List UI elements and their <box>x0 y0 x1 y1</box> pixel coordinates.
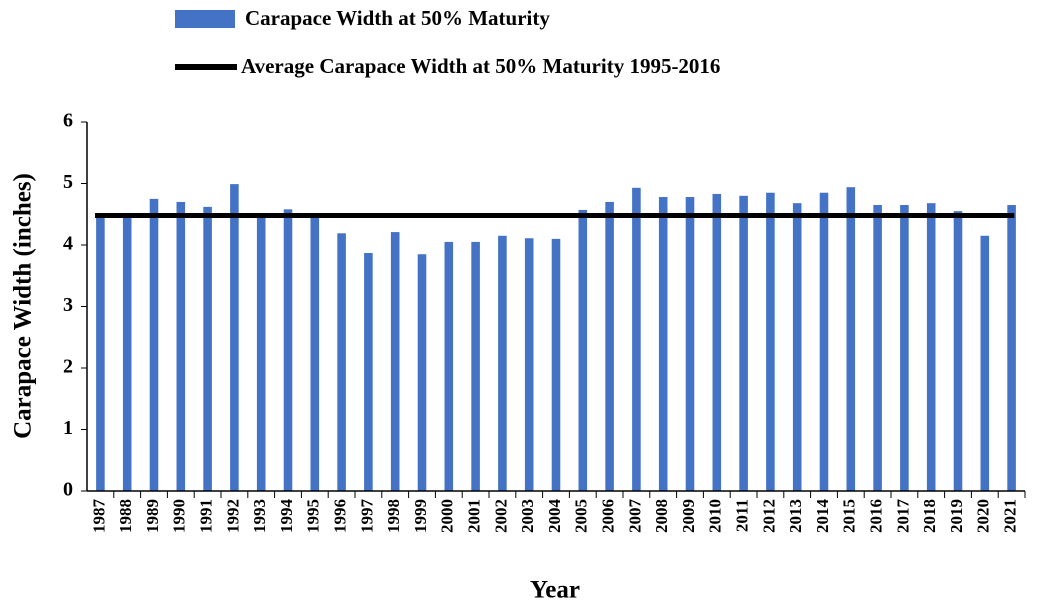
x-tick-label: 2020 <box>974 499 993 533</box>
x-tick-label: 2018 <box>920 499 939 533</box>
bar <box>873 205 882 491</box>
legend-swatch <box>175 10 235 28</box>
bar <box>149 198 159 491</box>
bar <box>364 252 373 491</box>
x-tick-label: 2005 <box>572 499 591 533</box>
y-tick-label: 1 <box>63 417 73 439</box>
x-tick-label: 1997 <box>357 499 376 534</box>
x-tick-label: 2003 <box>518 499 537 533</box>
bar <box>203 206 212 491</box>
legend-label: Carapace Width at 50% Maturity <box>245 6 550 30</box>
x-tick-label: 2006 <box>599 499 618 533</box>
x-tick-label: 2019 <box>947 499 966 533</box>
y-tick-label: 0 <box>63 479 73 501</box>
bar <box>792 203 802 491</box>
bar <box>819 192 829 491</box>
bar <box>176 201 186 491</box>
y-tick-label: 4 <box>63 233 73 255</box>
x-tick-label: 1987 <box>89 499 108 534</box>
x-tick-label: 1988 <box>116 499 135 533</box>
bar <box>256 217 266 491</box>
y-tick-label: 3 <box>63 294 73 316</box>
bar <box>283 209 293 491</box>
x-tick-label: 2007 <box>625 499 644 534</box>
x-tick-label: 1989 <box>143 499 162 533</box>
x-tick-label: 2016 <box>867 499 886 533</box>
bar <box>926 203 936 491</box>
x-tick-label: 2013 <box>786 499 805 533</box>
x-tick-label: 2014 <box>813 499 832 534</box>
bar <box>337 233 346 491</box>
y-tick-label: 5 <box>63 171 73 193</box>
bar <box>498 235 507 491</box>
bar <box>685 197 695 491</box>
x-tick-label: 1996 <box>331 499 350 533</box>
x-tick-label: 1990 <box>170 499 189 533</box>
x-tick-label: 2010 <box>706 499 725 533</box>
x-tick-label: 2015 <box>840 499 859 533</box>
bar <box>712 193 722 491</box>
x-tick-label: 1994 <box>277 499 296 534</box>
x-tick-label: 2012 <box>759 499 778 533</box>
x-tick-label: 1999 <box>411 499 430 533</box>
bar <box>524 238 534 491</box>
bar <box>605 201 614 491</box>
y-tick-label: 2 <box>63 356 73 378</box>
x-tick-label: 2008 <box>652 499 671 533</box>
x-tick-label: 1992 <box>223 499 242 533</box>
bar <box>658 197 668 491</box>
x-tick-label: 2004 <box>545 499 564 534</box>
bar <box>900 205 909 491</box>
bar <box>444 241 454 491</box>
x-axis-title: Year <box>530 577 580 604</box>
bar <box>846 187 856 491</box>
bar <box>471 241 480 491</box>
bar <box>632 187 641 491</box>
x-tick-label: 2002 <box>491 499 510 533</box>
x-tick-label: 1995 <box>304 499 323 533</box>
x-tick-label: 2009 <box>679 499 698 533</box>
bar <box>953 211 963 492</box>
bar <box>739 195 748 492</box>
x-tick-label: 1991 <box>197 499 216 533</box>
bar <box>417 254 427 491</box>
legend-label: Average Carapace Width at 50% Maturity 1… <box>241 54 720 78</box>
x-tick-label: 2000 <box>438 499 457 533</box>
bar <box>1007 205 1016 491</box>
bar <box>230 184 239 492</box>
bar <box>980 235 990 491</box>
bar <box>766 192 775 491</box>
x-tick-label: 2001 <box>465 499 484 533</box>
x-tick-label: 2021 <box>1001 499 1020 533</box>
bar <box>578 209 588 491</box>
x-tick-label: 2017 <box>893 499 912 534</box>
bar <box>96 217 105 491</box>
x-tick-label: 1993 <box>250 499 269 533</box>
bar <box>122 217 132 491</box>
y-axis-title: Carapace Width (inches) <box>10 173 37 439</box>
x-tick-label: 2011 <box>733 499 752 532</box>
bar <box>551 238 561 491</box>
x-tick-label: 1998 <box>384 499 403 533</box>
bar <box>390 232 400 491</box>
bar <box>310 217 320 491</box>
y-tick-label: 6 <box>63 110 73 132</box>
